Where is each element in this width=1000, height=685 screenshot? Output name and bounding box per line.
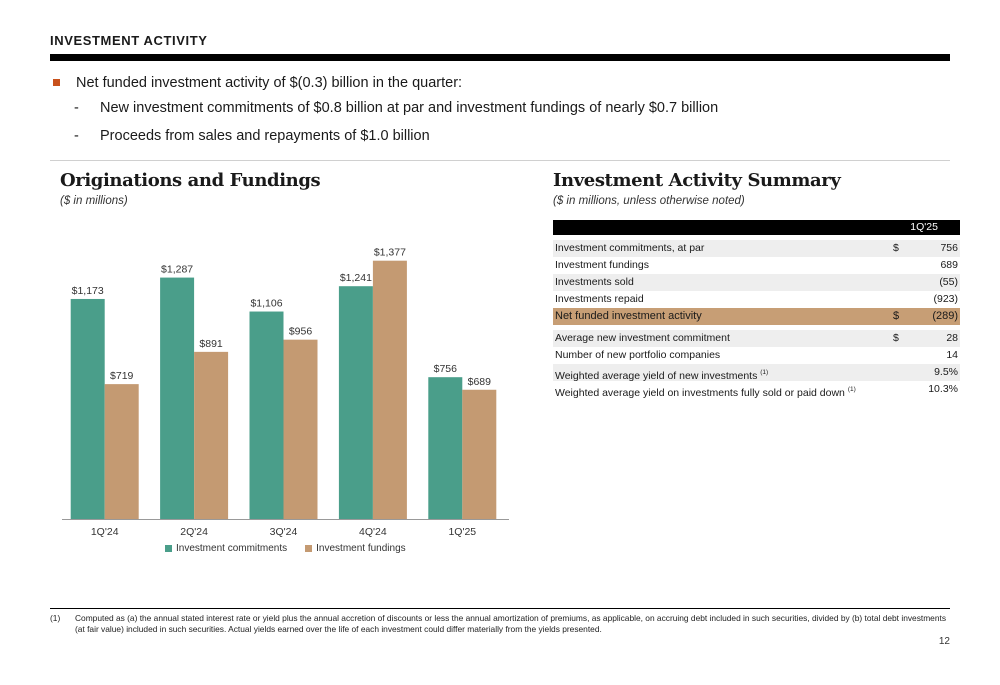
row-value: 756 xyxy=(940,242,958,254)
chart-title: Originations and Fundings xyxy=(60,170,321,191)
column-header: 1Q'25 xyxy=(910,221,938,233)
bar-data-label: $891 xyxy=(199,338,223,350)
row-label: Investments repaid xyxy=(555,293,644,305)
bar-chart: $1,173 $719 1Q'24 $1,287 $891 2Q'24 $1,106 $956… xyxy=(50,225,520,565)
currency-symbol: $ xyxy=(893,310,900,322)
row-value: (55) xyxy=(939,276,958,288)
row-value: 9.5% xyxy=(934,366,958,378)
row-label: Weighted average yield on investments fu… xyxy=(555,387,845,399)
legend-swatch-icon xyxy=(165,545,172,552)
dash-icon: - xyxy=(74,128,79,144)
dash-icon: - xyxy=(74,100,79,116)
row-value: (923) xyxy=(933,293,958,305)
footnote-ref: (1) xyxy=(847,386,856,393)
table-row: Investment commitments, at par $756 xyxy=(553,240,960,257)
row-label: Investment fundings xyxy=(555,259,649,271)
currency-symbol: $ xyxy=(893,332,899,344)
bar-data-label: $1,173 xyxy=(72,285,104,297)
x-tick-label: 1Q'24 xyxy=(91,526,119,538)
table-subtitle: ($ in millions, unless otherwise noted) xyxy=(553,195,745,207)
bar-commitments xyxy=(428,377,463,519)
row-value: (289) xyxy=(932,310,958,322)
x-tick-label: 4Q'24 xyxy=(359,526,387,538)
x-tick-label: 2Q'24 xyxy=(180,526,208,538)
bar-data-label: $1,106 xyxy=(250,298,282,310)
table-row: Investments repaid (923) xyxy=(553,291,960,308)
square-bullet-icon xyxy=(53,79,60,86)
bullet-main: Net funded investment activity of $(0.3)… xyxy=(50,72,950,94)
row-label: Investments sold xyxy=(555,276,634,288)
bar-chart-svg: $1,173 $719 1Q'24 $1,287 $891 2Q'24 $1,106 $956… xyxy=(62,247,509,538)
table-row: Investment fundings 689 xyxy=(553,257,960,274)
footnote-rule xyxy=(50,608,950,609)
bar-commitments xyxy=(249,311,284,519)
bar-data-label: $1,241 xyxy=(340,272,372,284)
bullet-sub-text: Proceeds from sales and repayments of $1… xyxy=(100,128,430,144)
bar-fundings xyxy=(194,351,229,519)
bullet-sub-text: New investment commitments of $0.8 billi… xyxy=(100,100,719,116)
bar-fundings xyxy=(104,384,139,519)
table-header: 1Q'25 xyxy=(553,220,960,235)
table-row: Weighted average yield of new investment… xyxy=(553,364,960,382)
table-section-2: Average new investment commitment $28 Numb… xyxy=(553,330,960,399)
legend-label: Investment fundings xyxy=(316,543,406,554)
bar-data-label: $719 xyxy=(110,370,134,382)
bar-fundings xyxy=(372,260,407,519)
header-rule xyxy=(50,54,950,61)
chart-legend: Investment commitments Investment fundin… xyxy=(165,543,406,554)
row-label: Investment commitments, at par xyxy=(555,242,705,254)
x-tick-label: 1Q'25 xyxy=(448,526,476,538)
legend-item-commitments: Investment commitments xyxy=(165,543,287,554)
bar-data-label: $689 xyxy=(468,376,492,388)
bar-fundings xyxy=(462,389,497,519)
bar-fundings xyxy=(283,339,318,519)
bar-data-label: $1,287 xyxy=(161,264,193,276)
row-label: Weighted average yield of new investment… xyxy=(555,370,758,382)
legend-label: Investment commitments xyxy=(176,543,288,554)
currency-symbol: $ xyxy=(893,242,899,254)
row-label: Net funded investment activity xyxy=(555,310,702,322)
table-row: Number of new portfolio companies 14 xyxy=(553,347,960,364)
bar-data-label: $1,377 xyxy=(374,247,406,259)
row-value: 28 xyxy=(946,332,958,344)
bullet-sub-1: - New investment commitments of $0.8 bil… xyxy=(50,94,950,122)
footnote-mark: (1) xyxy=(50,613,61,623)
row-label: Number of new portfolio companies xyxy=(555,349,721,361)
legend-swatch-icon xyxy=(305,545,313,552)
bullet-list: Net funded investment activity of $(0.3)… xyxy=(50,72,950,150)
table-section-1: Investment commitments, at par $756 Invest… xyxy=(553,240,960,325)
table-row: Investments sold (55) xyxy=(553,274,960,291)
page-number: 12 xyxy=(938,636,950,647)
bar-commitments xyxy=(338,286,373,519)
row-label: Average new investment commitment xyxy=(555,332,730,344)
footnote-text: Computed as (a) the annual stated intere… xyxy=(75,613,947,634)
legend-item-fundings: Investment fundings xyxy=(305,543,406,554)
bar-commitments xyxy=(160,277,195,519)
bullet-sub-2: - Proceeds from sales and repayments of … xyxy=(50,122,950,150)
table-title: Investment Activity Summary xyxy=(553,170,841,191)
footnote: (1) Computed as (a) the annual stated in… xyxy=(50,613,950,635)
bar-commitments xyxy=(70,298,105,519)
table-row: Average new investment commitment $28 xyxy=(553,330,960,347)
page-title: INVESTMENT ACTIVITY xyxy=(50,33,208,48)
section-divider xyxy=(50,160,950,161)
bullet-main-text: Net funded investment activity of $(0.3)… xyxy=(76,75,463,91)
bar-data-label: $756 xyxy=(434,363,458,375)
x-tick-label: 3Q'24 xyxy=(270,526,298,538)
table-row: Net funded investment activity $ (289) xyxy=(553,308,960,325)
row-value: 10.3% xyxy=(928,383,958,395)
bar-data-label: $956 xyxy=(289,326,313,338)
row-value: 689 xyxy=(940,259,958,271)
row-value: 14 xyxy=(946,349,958,361)
table-row: Weighted average yield on investments fu… xyxy=(553,381,960,399)
chart-subtitle: ($ in millions) xyxy=(60,195,128,207)
activity-summary-table: 1Q'25 Investment commitments, at par $756… xyxy=(553,220,960,399)
footnote-ref: (1) xyxy=(760,369,769,376)
